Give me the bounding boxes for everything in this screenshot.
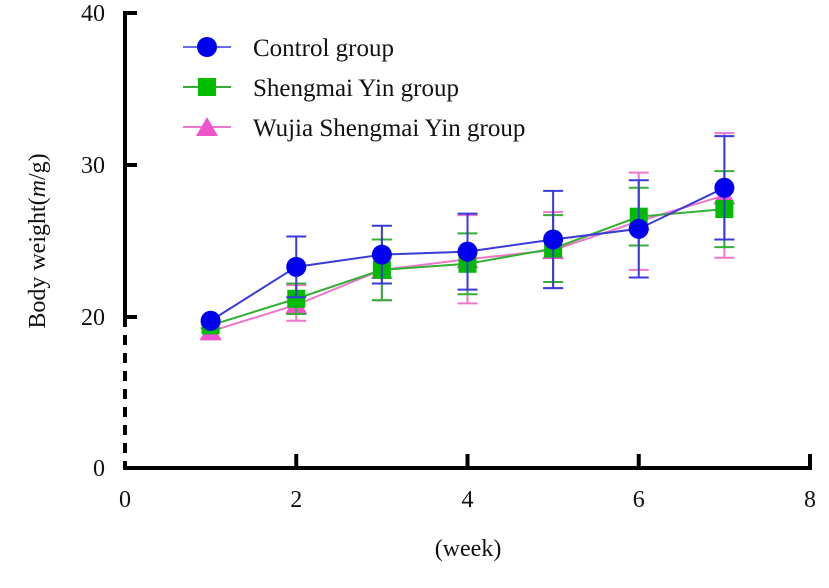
x-axis-title: (week)	[435, 536, 502, 562]
legend-triangle-marker-icon	[196, 117, 218, 136]
legend-label-wujia: Wujia Shengmai Yin group	[253, 115, 525, 142]
legend-square-marker-icon	[198, 78, 216, 96]
y-axis-title-prefix: Body weight(	[25, 197, 51, 328]
legend-circle-marker-icon	[197, 37, 217, 57]
legend-item-wujia: Wujia Shengmai Yin group	[183, 115, 525, 142]
x-tick-label: 2	[290, 487, 302, 513]
series-control-group	[200, 135, 735, 331]
legend-item-control: Control group	[183, 35, 394, 62]
series-layer	[199, 132, 736, 341]
legend-label-shengmai: Shengmai Yin group	[253, 75, 459, 102]
y-tick-label: 30	[81, 153, 105, 179]
x-tick-label: 8	[804, 487, 816, 513]
data-point-square	[287, 289, 306, 308]
data-point-circle	[628, 218, 649, 239]
data-point-circle	[457, 241, 478, 262]
y-tick-label: 20	[81, 305, 105, 331]
y-axis-title-unit: /g)	[25, 153, 51, 180]
x-tick-label: 0	[119, 487, 131, 513]
data-point-circle	[286, 256, 307, 277]
data-point-circle	[371, 244, 392, 265]
y-tick-label: 0	[93, 456, 105, 482]
y-axis-title: Body weight(m/g)	[25, 153, 51, 328]
data-point-circle	[200, 310, 221, 331]
x-ticks: 0 2 4 6 8	[119, 454, 816, 513]
y-axis-title-variable: m	[25, 180, 51, 197]
y-tick-label: 40	[81, 1, 105, 27]
legend: Control group Shengmai Yin group Wujia S…	[183, 35, 525, 142]
data-point-circle	[543, 229, 564, 250]
x-tick-label: 6	[633, 487, 645, 513]
x-tick-label: 4	[462, 487, 474, 513]
legend-label-control: Control group	[253, 35, 394, 62]
y-ticks: 0 20 30 40	[81, 1, 137, 482]
data-point-circle	[714, 177, 735, 198]
legend-item-shengmai: Shengmai Yin group	[183, 75, 459, 102]
